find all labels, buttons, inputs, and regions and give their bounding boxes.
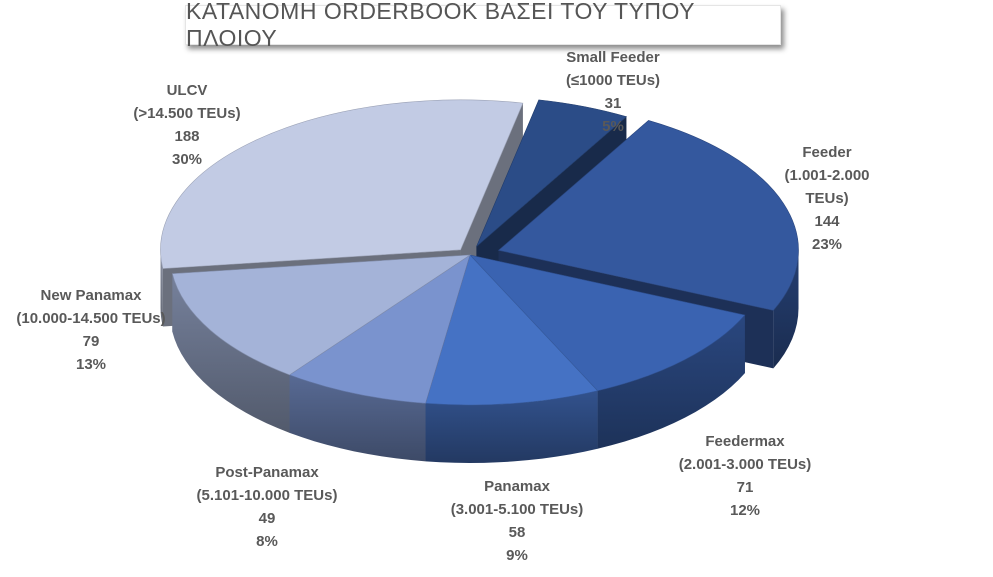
slice-label-line: TEUs)	[805, 190, 848, 207]
slice-label-ulcv: ULCV (>14.500 TEUs) 188 30%	[133, 82, 240, 168]
slice-label-line: 5%	[602, 118, 624, 135]
pie-slice-feedermax	[469, 254, 746, 392]
slice-label-line: New Panamax	[41, 287, 143, 304]
slice-label-line: Post-Panamax	[215, 464, 319, 481]
slice-label-line: Feeder	[802, 144, 851, 161]
slice-labels: Small Feeder (≤1000 TEUs) 31 5% Feeder (1.001…	[16, 49, 869, 564]
slice-label-line: 23%	[812, 236, 842, 253]
slice-label-line: 71	[737, 479, 754, 496]
slice-label-line: Small Feeder	[566, 49, 660, 66]
slice-label-line: 58	[509, 524, 526, 541]
slice-outer-wall	[172, 273, 290, 433]
slice-outer-wall	[425, 390, 598, 463]
slice-label-line: Feedermax	[705, 433, 785, 450]
slice-label-line: (>14.500 TEUs)	[133, 105, 240, 122]
slice-label-feedermax: Feedermax (2.001-3.000 TEUs) 71 12%	[679, 433, 812, 519]
slice-label-panamax: Panamax (3.001-5.100 TEUs) 58 9%	[451, 478, 584, 564]
slice-label-line: (10.000-14.500 TEUs)	[16, 310, 165, 327]
slice-label-line: Panamax	[484, 478, 551, 495]
slice-label-line: 8%	[256, 533, 278, 550]
slice-label-post-panamax: Post-Panamax (5.101-10.000 TEUs) 49 8%	[197, 464, 338, 550]
slice-label-line: 188	[174, 128, 199, 145]
pie-slice-panamax	[425, 254, 599, 406]
slice-label-line: 30%	[172, 151, 202, 168]
slice-outer-wall	[773, 250, 799, 369]
pie-slice-ulcv	[160, 99, 524, 269]
slice-label-line: 9%	[506, 547, 528, 564]
slice-label-line: (≤1000 TEUs)	[566, 72, 660, 89]
slice-label-line: (1.001-2.000	[784, 167, 869, 184]
slice-label-line: 31	[605, 95, 622, 112]
slice-label-line: (5.101-10.000 TEUs)	[197, 487, 338, 504]
slice-label-line: (3.001-5.100 TEUs)	[451, 501, 584, 518]
slice-label-new-panamax: New Panamax (10.000-14.500 TEUs) 79 13%	[16, 287, 165, 373]
slice-label-line: 79	[83, 333, 100, 350]
pie-slice-feeder	[497, 120, 799, 311]
slice-label-line: 49	[259, 510, 276, 527]
slice-outer-wall	[160, 249, 163, 327]
pie-slice-small-feeder	[476, 99, 628, 247]
slice-outer-wall	[289, 374, 426, 462]
slice-label-line: 144	[814, 213, 840, 230]
slice-label-line: 13%	[76, 356, 106, 373]
slice-label-feeder: Feeder (1.001-2.000 TEUs) 144 23%	[784, 144, 869, 253]
slice-outer-wall	[597, 315, 745, 449]
slice-label-small-feeder: Small Feeder (≤1000 TEUs) 31 5%	[566, 49, 660, 135]
slice-label-line: (2.001-3.000 TEUs)	[679, 456, 812, 473]
slice-label-line: ULCV	[167, 82, 208, 99]
pie-slice-new-panamax	[171, 254, 472, 376]
pie-tops	[160, 99, 799, 406]
slice-label-line: 12%	[730, 502, 760, 519]
pie-slice-post-panamax	[288, 254, 471, 404]
